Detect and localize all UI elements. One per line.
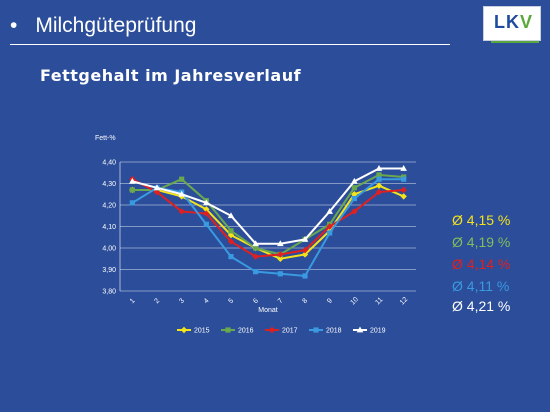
data-point-2019 [326, 207, 333, 214]
chart-heading: Fettgehalt im Jahresverlauf [40, 66, 302, 85]
data-point-2015 [277, 255, 284, 262]
data-point-2016 [376, 172, 382, 178]
slide-title: • Milchgüteprüfung [10, 14, 196, 38]
lkv-logo: LKV [483, 6, 541, 41]
data-point-2017 [153, 188, 161, 196]
data-point-2019 [277, 240, 284, 247]
x-tick-label: 2 [153, 297, 161, 305]
data-point-2017 [375, 188, 383, 196]
x-tick-label: 6 [252, 297, 260, 305]
average-value: Ø 4,21 % [452, 298, 511, 314]
data-point-2017 [400, 186, 407, 194]
data-point-2017 [326, 223, 333, 230]
series-line-2016 [132, 173, 404, 256]
logo-text: LKV [494, 12, 534, 32]
data-point-2019 [178, 190, 185, 197]
series-line-2017 [131, 178, 404, 258]
data-point-2018 [351, 195, 357, 202]
bullet-dot: • [10, 14, 18, 37]
data-point-2017 [227, 238, 235, 245]
average-value: Ø 4,19 % [452, 234, 511, 250]
x-tick-label: 7 [277, 297, 285, 305]
x-tick-label: 4 [203, 297, 211, 305]
data-point-2016 [351, 185, 357, 191]
logo-underline [491, 41, 539, 43]
data-point-2016 [228, 228, 234, 234]
legend-label: 2015 [194, 328, 210, 335]
data-point-2015 [301, 251, 309, 258]
data-point-2018 [376, 176, 382, 182]
data-point-2015 [400, 193, 407, 200]
data-point-2019 [351, 177, 358, 184]
data-point-2017 [252, 253, 259, 260]
series-line-2019 [132, 167, 404, 245]
data-point-2019 [227, 212, 235, 219]
legend-label: 2019 [370, 328, 386, 335]
average-value: Ø 4,11 % [452, 278, 510, 294]
legend-marker-2019 [356, 326, 364, 333]
average-value: Ø 4,14 % [452, 256, 511, 272]
legend-label: 2018 [326, 328, 342, 335]
x-axis-label: Monat [258, 307, 278, 314]
average-value: Ø 4,15 % [452, 212, 511, 228]
y-axis-label: Fett-% [95, 135, 116, 142]
x-tick-label: 12 [399, 296, 410, 307]
data-point-2015 [227, 231, 235, 239]
legend-marker-2018 [313, 327, 319, 333]
data-point-2018 [277, 271, 283, 277]
series-line-2018 [131, 178, 404, 278]
data-point-2017 [203, 210, 210, 217]
legend-label: 2016 [238, 328, 254, 335]
y-tick-label: 4,30 [102, 181, 116, 188]
data-point-2019 [203, 199, 210, 206]
data-point-2015 [351, 191, 358, 198]
data-point-2017 [178, 208, 185, 215]
x-tick-label: 11 [374, 296, 384, 306]
data-point-2019 [129, 177, 136, 184]
data-point-2017 [351, 208, 358, 215]
data-point-2019 [252, 240, 259, 247]
x-tick-label: 3 [178, 297, 186, 305]
y-tick-label: 3,80 [102, 289, 116, 296]
legend-marker-2017 [268, 326, 276, 334]
data-point-2018 [253, 269, 259, 275]
data-point-2019 [400, 164, 407, 171]
data-point-2016 [179, 176, 185, 182]
x-tick-label: 9 [326, 297, 334, 305]
data-point-2016 [129, 187, 135, 193]
x-tick-label: 8 [301, 297, 309, 305]
x-tick-label: 5 [227, 297, 235, 305]
data-point-2018 [203, 221, 209, 227]
data-point-2018 [401, 176, 407, 182]
data-point-2019 [301, 235, 309, 242]
y-tick-label: 4,10 [102, 224, 116, 231]
data-point-2019 [153, 184, 161, 191]
legend-label: 2017 [282, 328, 298, 335]
series-line-2015 [132, 184, 405, 260]
legend-marker-2016 [225, 327, 231, 333]
slide-title-text: Milchgüteprüfung [35, 14, 197, 37]
data-point-2017 [301, 246, 309, 254]
legend-marker-2015 [180, 326, 188, 334]
y-tick-label: 3,90 [102, 267, 116, 274]
data-point-2019 [375, 164, 383, 171]
data-point-2015 [375, 182, 383, 189]
y-tick-label: 4,40 [102, 160, 116, 167]
data-point-2017 [277, 251, 284, 258]
x-tick-label: 10 [349, 296, 360, 307]
data-point-2018 [129, 200, 135, 206]
data-point-2015 [203, 206, 210, 213]
y-tick-label: 4,00 [102, 246, 116, 253]
title-divider [10, 44, 450, 45]
x-tick-label: 1 [129, 297, 137, 305]
data-point-2018 [228, 254, 234, 260]
y-tick-label: 4,20 [102, 203, 116, 210]
data-point-2018 [327, 230, 333, 236]
data-point-2018 [302, 273, 308, 279]
data-point-2016 [253, 245, 259, 251]
